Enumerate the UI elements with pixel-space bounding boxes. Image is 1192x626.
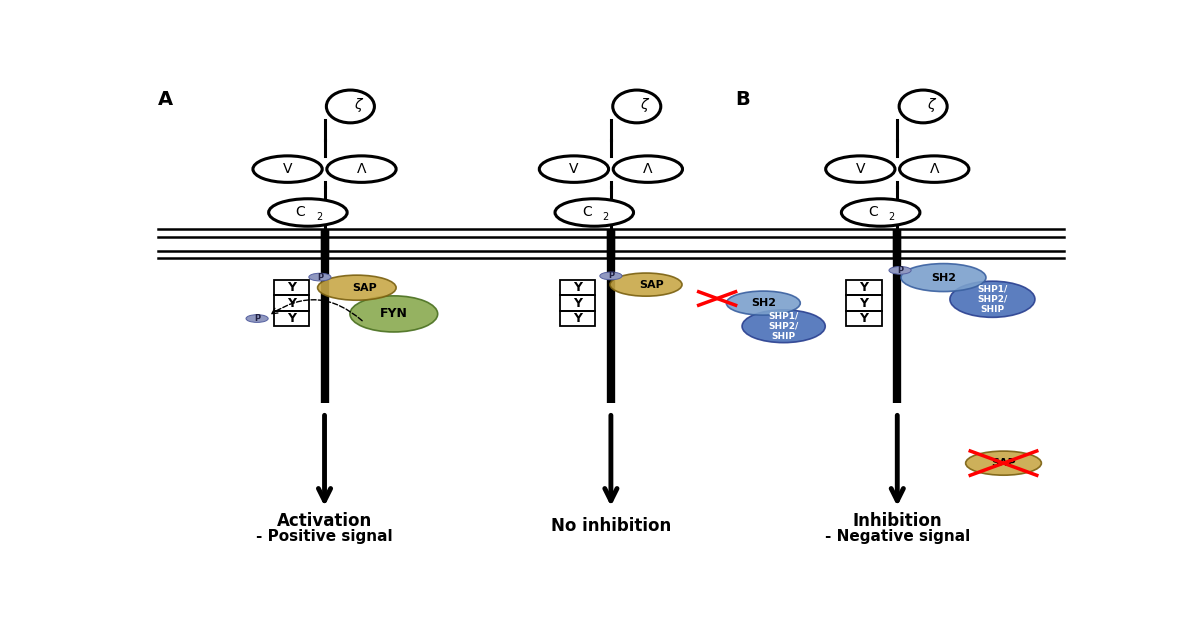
Bar	[560, 280, 595, 295]
Text: Y: Y	[859, 281, 869, 294]
Text: Y: Y	[859, 297, 869, 310]
Text: C: C	[582, 205, 591, 218]
Bar	[274, 280, 309, 295]
Text: SH2: SH2	[931, 272, 956, 282]
Text: No inhibition: No inhibition	[551, 517, 671, 535]
Ellipse shape	[726, 291, 800, 315]
Text: SAP: SAP	[352, 283, 377, 293]
Text: Y: Y	[287, 281, 296, 294]
Text: FYN: FYN	[380, 307, 408, 321]
Bar	[846, 311, 882, 326]
Bar	[274, 295, 309, 311]
Text: P: P	[608, 272, 614, 280]
Text: Inhibition: Inhibition	[852, 512, 942, 530]
Text: V: V	[283, 162, 292, 176]
Text: Y: Y	[573, 297, 582, 310]
Text: - Negative signal: - Negative signal	[825, 530, 970, 545]
Text: Y: Y	[573, 281, 582, 294]
Text: C: C	[869, 205, 879, 218]
Ellipse shape	[350, 296, 437, 332]
Text: 2: 2	[316, 212, 322, 222]
Ellipse shape	[610, 273, 682, 296]
Bar	[560, 311, 595, 326]
Text: B: B	[735, 90, 750, 108]
Text: V: V	[856, 162, 865, 176]
Text: P: P	[317, 272, 323, 282]
Text: Λ: Λ	[644, 162, 652, 176]
Text: 2: 2	[602, 212, 608, 222]
Text: A: A	[159, 90, 173, 108]
Ellipse shape	[743, 310, 825, 342]
Text: SHP1/
SHP2/
SHIP: SHP1/ SHP2/ SHIP	[977, 284, 1007, 314]
Text: Λ: Λ	[356, 162, 366, 176]
Text: Λ: Λ	[930, 162, 939, 176]
Text: - Positive signal: - Positive signal	[256, 530, 393, 545]
Ellipse shape	[950, 281, 1035, 317]
Text: SH2: SH2	[751, 298, 776, 308]
Text: Y: Y	[573, 312, 582, 325]
Text: V: V	[570, 162, 578, 176]
Text: 2: 2	[888, 212, 895, 222]
Text: Y: Y	[859, 312, 869, 325]
Ellipse shape	[309, 273, 331, 281]
Text: SAP: SAP	[639, 280, 664, 290]
Text: ζ: ζ	[927, 98, 935, 113]
Text: Y: Y	[287, 312, 296, 325]
Text: ζ: ζ	[640, 98, 648, 113]
Text: Y: Y	[287, 297, 296, 310]
Text: P: P	[254, 314, 260, 323]
Bar	[846, 280, 882, 295]
Text: ζ: ζ	[354, 98, 361, 113]
Ellipse shape	[889, 267, 911, 274]
Text: SAP: SAP	[991, 458, 1016, 468]
Ellipse shape	[966, 451, 1042, 475]
Ellipse shape	[600, 272, 622, 280]
Ellipse shape	[317, 275, 396, 300]
Text: Activation: Activation	[277, 512, 372, 530]
Ellipse shape	[246, 315, 268, 322]
Bar	[846, 295, 882, 311]
Text: C: C	[296, 205, 305, 218]
Ellipse shape	[901, 264, 986, 292]
Text: SHP1/
SHP2/
SHIP: SHP1/ SHP2/ SHIP	[769, 311, 799, 341]
Bar	[560, 295, 595, 311]
Text: P: P	[898, 266, 904, 275]
Bar	[274, 311, 309, 326]
